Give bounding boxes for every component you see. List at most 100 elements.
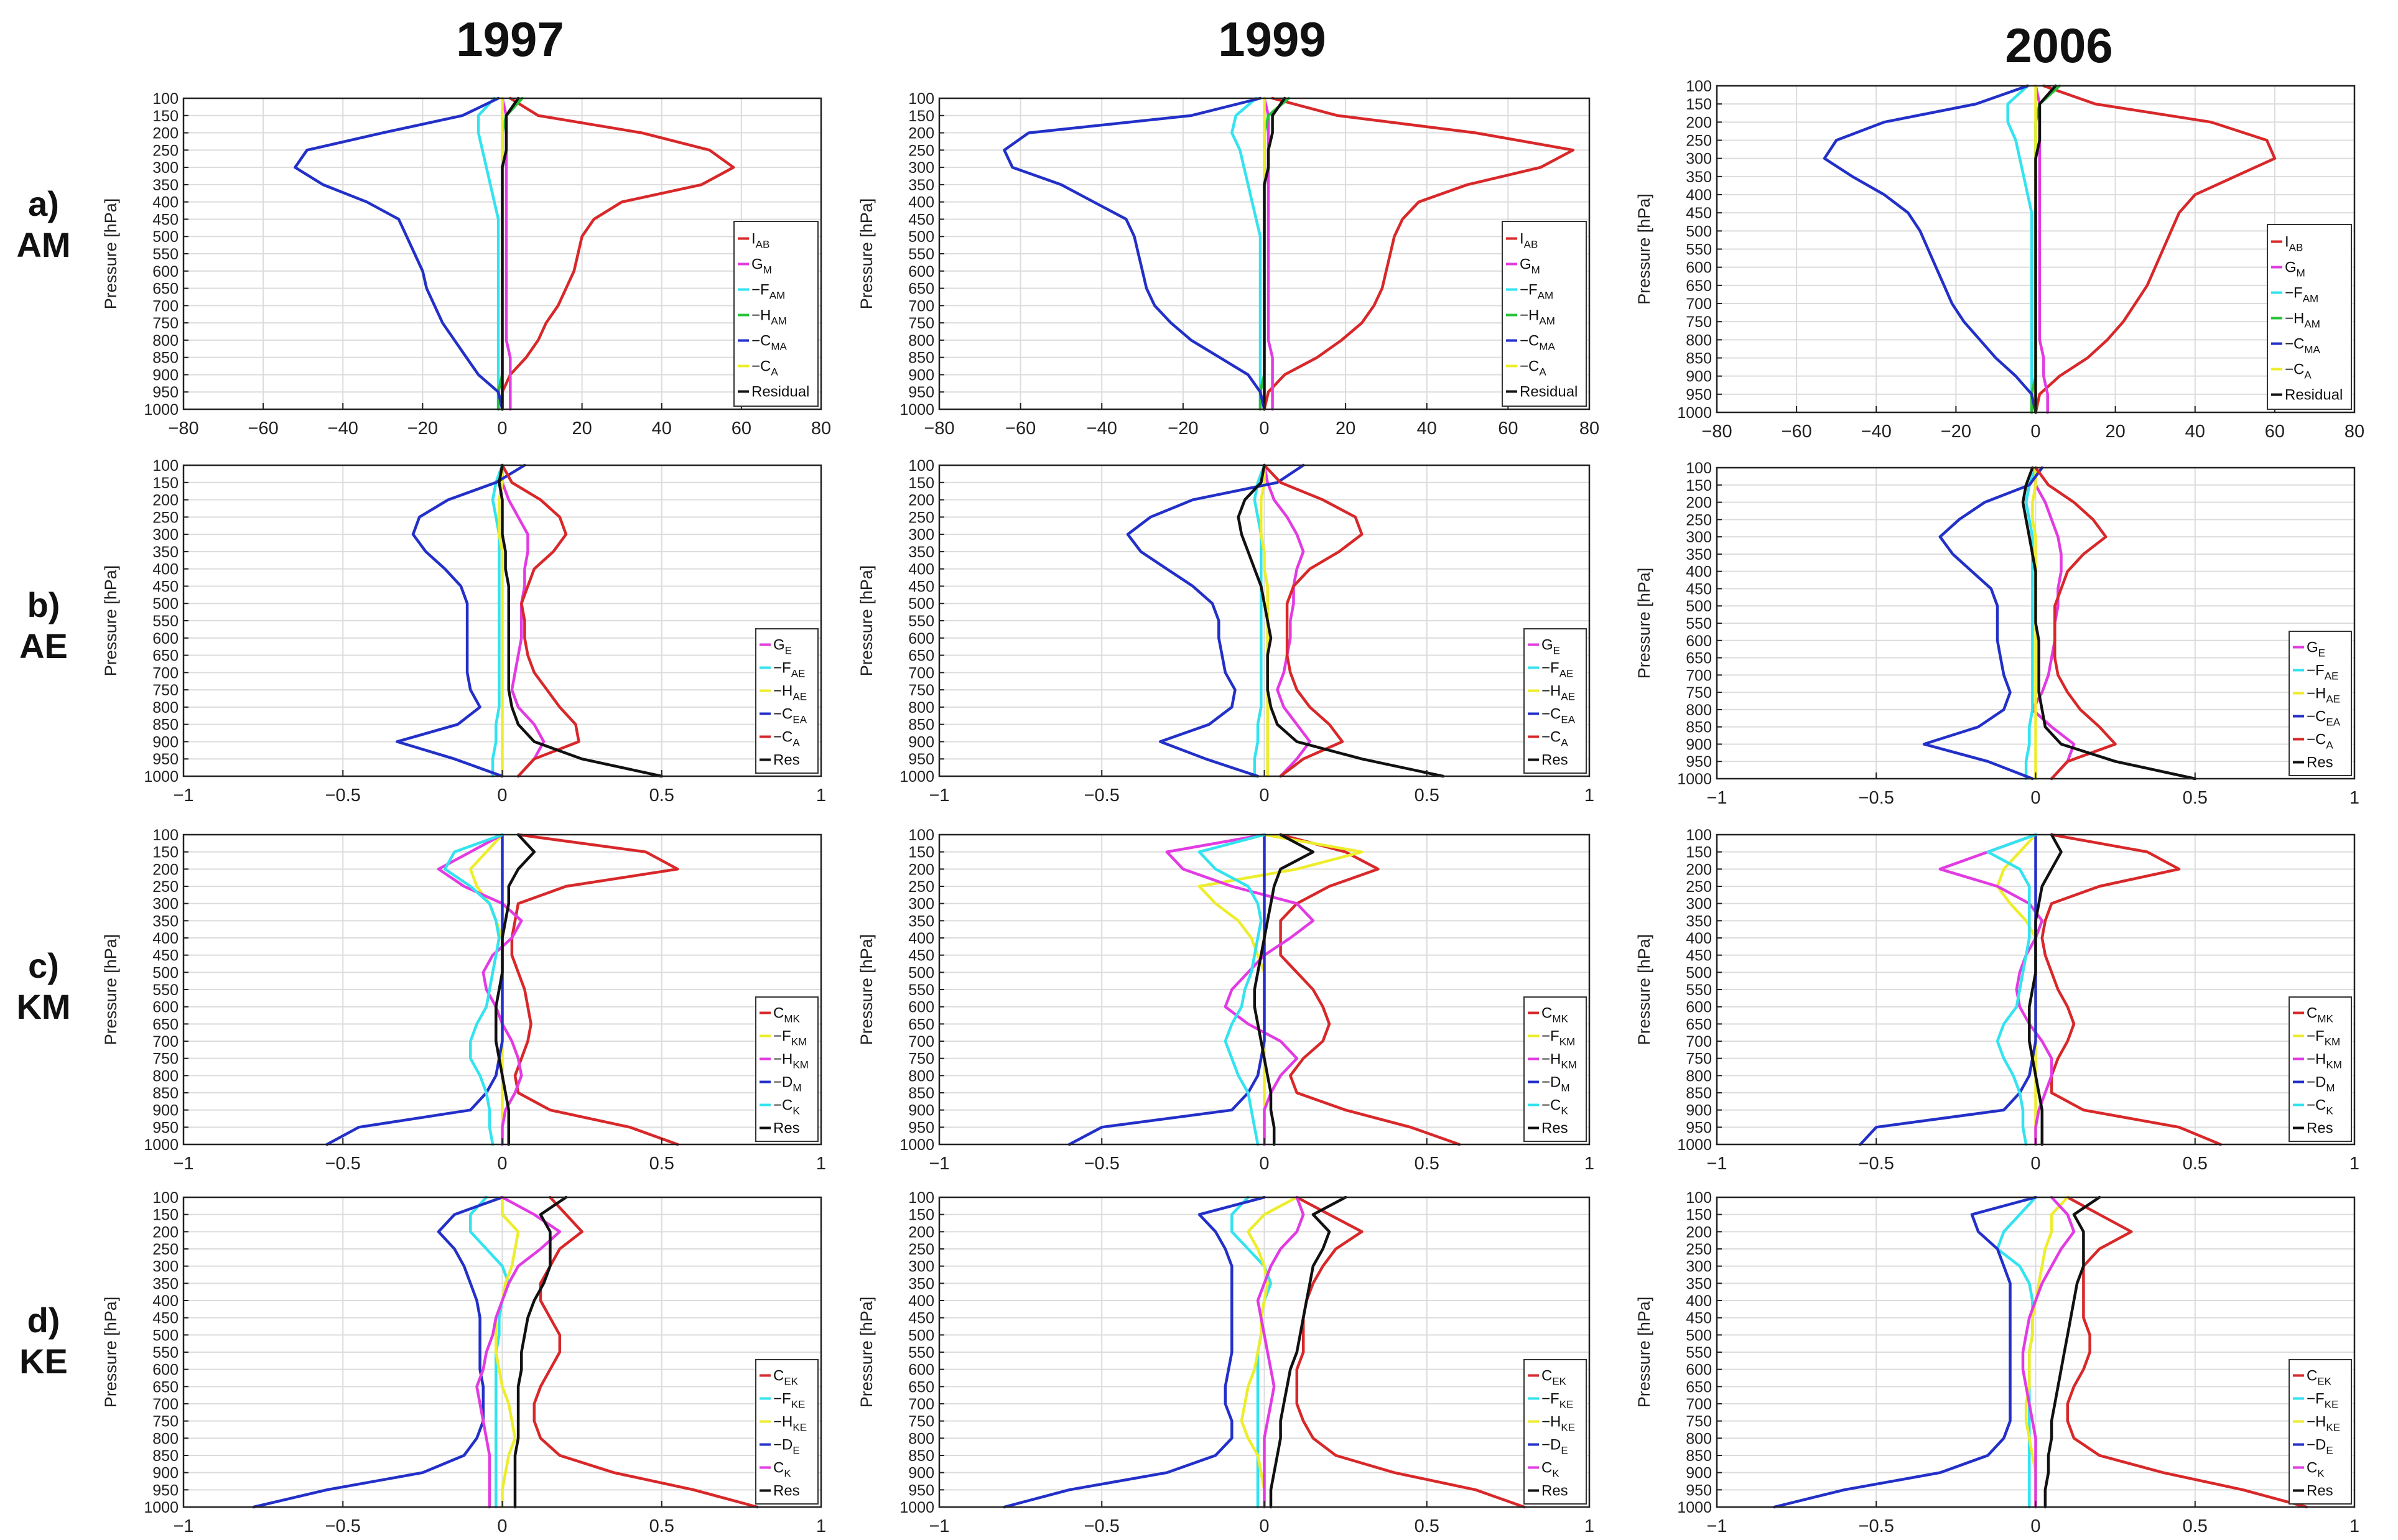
y-tick-label: 500	[152, 964, 179, 981]
row-letter: c)	[28, 946, 59, 985]
y-tick-label: 300	[152, 1258, 179, 1276]
legend-subscript: M	[1561, 1082, 1569, 1094]
y-tick-label: 450	[908, 211, 934, 228]
legend-subscript: AB	[1524, 239, 1538, 251]
y-tick-label: 250	[908, 878, 934, 896]
y-tick-label: 250	[152, 142, 179, 159]
y-tick-label: 750	[152, 315, 179, 332]
series-line-magenta	[1938, 833, 2053, 1146]
y-tick-label: 800	[152, 332, 179, 350]
series-line-red	[2066, 1195, 2308, 1509]
legend-subscript: AE	[1559, 668, 1574, 680]
panel-d-2006: −1 −0.5 0 0.5 1 10015020025030035040045050055…	[1635, 1189, 2359, 1536]
x-tick-label: −20	[407, 419, 438, 438]
x-tick-label: 0.5	[2183, 1516, 2208, 1536]
legend-subscript: KE	[792, 1422, 807, 1434]
year-header-2006: 2006	[2005, 18, 2113, 73]
y-tick-label: 450	[1686, 1310, 1712, 1327]
y-tick-label: 350	[1686, 912, 1712, 930]
y-tick-label: 750	[908, 682, 934, 699]
y-tick-label: 350	[908, 544, 934, 561]
series-line-cyan	[444, 833, 504, 1146]
series-line-blue	[1823, 84, 2037, 414]
legend-subscript: E	[2318, 647, 2325, 659]
y-tick-label: 450	[908, 1310, 934, 1327]
x-tick-label: 0.5	[649, 1154, 674, 1174]
y-tick-label: 500	[908, 228, 934, 246]
panel-c-1997: −1 −0.5 0 0.5 1 10015020025030035040045050055…	[101, 827, 826, 1174]
x-tick-label: 1	[2349, 1154, 2359, 1174]
y-tick-label: 1000	[899, 1499, 934, 1516]
y-tick-label: 100	[1686, 78, 1712, 95]
legend-subscript: KM	[2326, 1059, 2342, 1071]
legend-subscript: AE	[2326, 693, 2340, 705]
y-tick-label: 250	[152, 1241, 179, 1258]
x-tick-label: 0	[497, 419, 507, 438]
legend-subscript: EK	[784, 1376, 798, 1388]
x-tick-label: −0.5	[1859, 788, 1894, 808]
y-tick-label: 950	[152, 384, 179, 401]
y-tick-label: 150	[1686, 477, 1712, 494]
y-tick-label: 450	[152, 1310, 179, 1327]
y-tick-label: 400	[1686, 564, 1712, 581]
y-tick-label: 600	[1686, 1361, 1712, 1379]
y-tick-label: 600	[908, 1361, 934, 1379]
legend-label: −CA	[1541, 729, 1568, 749]
y-tick-label: 350	[152, 912, 179, 930]
legend-label: Res	[773, 752, 800, 769]
y-tick-label: 950	[152, 1119, 179, 1136]
y-tick-label: 850	[908, 1447, 934, 1465]
x-tick-label: 1	[2349, 1516, 2359, 1536]
y-tick-label: 400	[1686, 187, 1712, 204]
x-tick-label: −0.5	[1084, 1516, 1120, 1536]
y-tick-label: 250	[1686, 878, 1712, 896]
y-tick-label: 600	[152, 1361, 179, 1379]
legend-subscript: E	[785, 645, 792, 657]
y-tick-label: 200	[908, 861, 934, 878]
y-tick-label: 150	[908, 475, 934, 492]
y-tick-label: 950	[908, 1482, 934, 1499]
y-tick-label: 100	[908, 90, 934, 108]
legend-subscript: K	[2317, 1468, 2325, 1480]
y-tick-label: 800	[908, 332, 934, 350]
y-tick-label: 650	[908, 647, 934, 665]
y-tick-label: 700	[908, 1396, 934, 1413]
y-tick-label: 600	[152, 630, 179, 647]
y-tick-label: 550	[1686, 615, 1712, 633]
y-tick-label: 450	[152, 211, 179, 228]
y-tick-label: 650	[1686, 1378, 1712, 1396]
legend-subscript: EA	[1561, 714, 1575, 726]
y-tick-label: 300	[908, 896, 934, 913]
y-tick-label: 150	[152, 108, 179, 125]
y-tick-label: 600	[1686, 633, 1712, 650]
y-tick-label: 700	[152, 664, 179, 682]
series-line-black	[498, 463, 664, 778]
y-tick-label: 550	[1686, 1344, 1712, 1361]
legend-label: IAB	[751, 231, 769, 251]
x-tick-label: −1	[929, 1154, 949, 1174]
series-line-red	[532, 1195, 759, 1509]
x-tick-label: 0	[1259, 1516, 1269, 1536]
x-tick-label: 0.5	[649, 1516, 674, 1536]
legend-subscript: AB	[756, 239, 770, 251]
y-tick-label: 200	[152, 1223, 179, 1241]
y-tick-label: 100	[152, 457, 179, 475]
x-tick-label: 1	[2349, 788, 2359, 808]
y-tick-label: 550	[1686, 981, 1712, 999]
y-tick-label: 300	[1686, 896, 1712, 913]
x-tick-label: −60	[1782, 422, 1812, 442]
x-tick-label: −80	[924, 419, 954, 438]
y-tick-label: 650	[1686, 650, 1712, 667]
y-tick-label: 500	[908, 964, 934, 981]
series-line-red	[2040, 833, 2223, 1146]
legend-label: −DM	[773, 1074, 802, 1094]
series-line-magenta	[1256, 1195, 1305, 1509]
series-line-magenta	[501, 463, 546, 778]
y-tick-label: 800	[152, 699, 179, 717]
series-line-magenta	[437, 833, 523, 1146]
y-tick-label: 450	[908, 578, 934, 595]
y-tick-label: 300	[1686, 1258, 1712, 1276]
x-tick-label: −60	[1005, 419, 1036, 438]
